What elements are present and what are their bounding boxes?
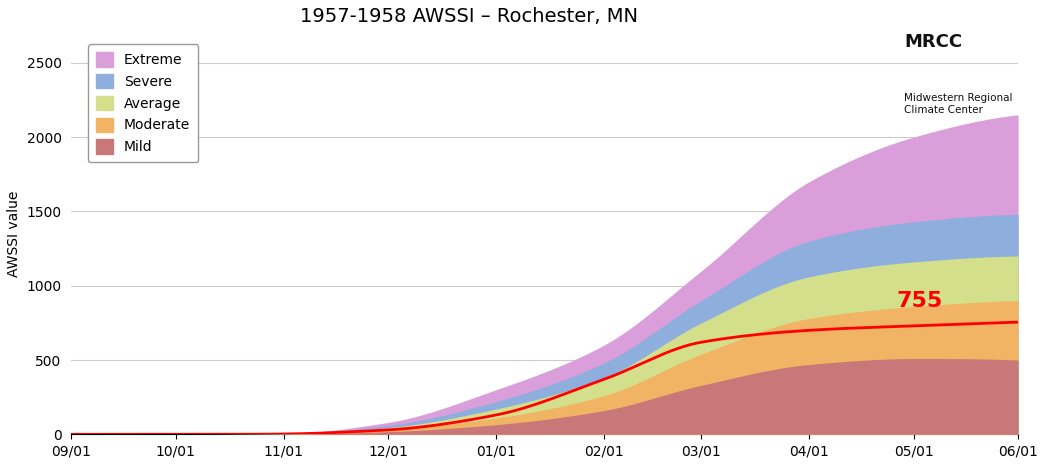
- Text: MRCC: MRCC: [904, 33, 962, 51]
- Text: Midwestern Regional
Climate Center: Midwestern Regional Climate Center: [904, 93, 1013, 114]
- Legend: Extreme, Severe, Average, Moderate, Mild: Extreme, Severe, Average, Moderate, Mild: [88, 44, 199, 162]
- Text: 755: 755: [897, 291, 943, 311]
- Y-axis label: AWSSI value: AWSSI value: [7, 191, 21, 277]
- Title: 1957-1958 AWSSI – Rochester, MN: 1957-1958 AWSSI – Rochester, MN: [300, 7, 638, 26]
